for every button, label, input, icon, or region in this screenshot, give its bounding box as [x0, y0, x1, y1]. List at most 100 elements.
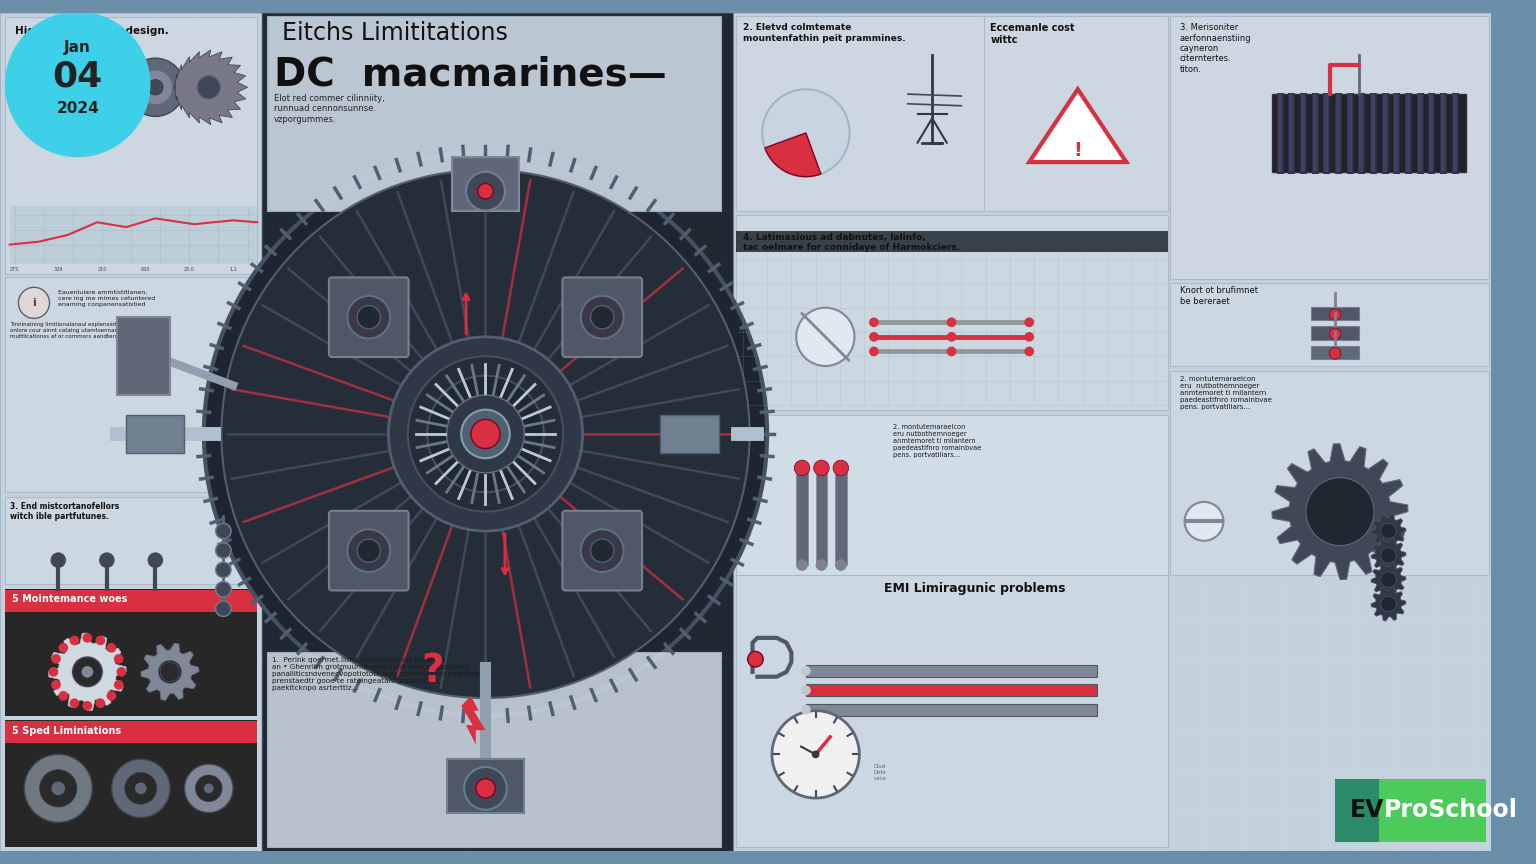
- Polygon shape: [1272, 443, 1409, 580]
- Text: Clud
Dobi
cace: Clud Dobi cace: [874, 764, 886, 781]
- Text: EV: EV: [1350, 797, 1384, 822]
- Circle shape: [869, 332, 879, 341]
- Circle shape: [184, 764, 233, 813]
- Circle shape: [5, 11, 151, 157]
- Circle shape: [106, 643, 117, 652]
- Bar: [5, 590, 258, 612]
- Circle shape: [409, 356, 564, 511]
- Bar: [1310, 307, 1359, 321]
- Circle shape: [1329, 308, 1341, 321]
- Circle shape: [69, 698, 80, 708]
- Bar: [836, 468, 846, 565]
- Circle shape: [833, 461, 849, 476]
- Circle shape: [160, 662, 180, 682]
- Circle shape: [72, 658, 101, 686]
- Circle shape: [461, 410, 510, 458]
- Circle shape: [83, 633, 92, 643]
- Text: 2. Eletvd colmtemate
mountenfathin peit prammines.: 2. Eletvd colmtemate mountenfathin peit …: [743, 23, 905, 42]
- Polygon shape: [49, 633, 126, 711]
- Text: 3. End mistcortanofellors
witch ible partfutunes.: 3. End mistcortanofellors witch ible par…: [9, 502, 118, 521]
- Text: !: !: [46, 89, 51, 102]
- Circle shape: [581, 295, 624, 339]
- Circle shape: [52, 782, 65, 795]
- Circle shape: [581, 530, 624, 572]
- Circle shape: [195, 775, 223, 802]
- Bar: [5, 497, 258, 584]
- Circle shape: [478, 183, 493, 199]
- Bar: [137, 60, 141, 113]
- Circle shape: [802, 705, 811, 715]
- Circle shape: [836, 559, 846, 571]
- Polygon shape: [1372, 538, 1405, 573]
- Circle shape: [1381, 548, 1396, 563]
- Bar: [816, 468, 828, 565]
- Circle shape: [1025, 332, 1034, 341]
- Bar: [9, 206, 258, 264]
- Bar: [5, 589, 258, 715]
- Bar: [1170, 371, 1488, 575]
- Circle shape: [106, 691, 117, 701]
- Polygon shape: [1372, 587, 1405, 621]
- Bar: [1310, 346, 1359, 359]
- Bar: [1170, 283, 1488, 366]
- Bar: [267, 16, 722, 211]
- Text: 2024: 2024: [57, 101, 98, 116]
- Circle shape: [358, 539, 381, 562]
- Circle shape: [1025, 317, 1034, 327]
- Bar: [263, 13, 733, 851]
- Circle shape: [72, 657, 103, 688]
- Text: Higher cost compl design.: Higher cost compl design.: [14, 26, 169, 36]
- Circle shape: [58, 643, 68, 652]
- Text: Jan: Jan: [65, 40, 91, 55]
- Text: 210: 210: [97, 267, 106, 272]
- Text: 4. Latimasious ad dabnutes, lalinfo,
tac oelmare for connidaye of Harmokciers.: 4. Latimasious ad dabnutes, lalinfo, tac…: [743, 233, 960, 252]
- Text: 5 Sped Liminiations: 5 Sped Liminiations: [12, 726, 121, 736]
- Bar: [983, 16, 1167, 211]
- Bar: [112, 60, 117, 113]
- Circle shape: [117, 667, 126, 677]
- Text: Elot red commer cilinniity,
runnuad cennonsunnse.
vzporgummes.: Elot red commer cilinniity, runnuad cenn…: [273, 94, 384, 124]
- Circle shape: [389, 337, 582, 531]
- Text: !: !: [1074, 141, 1083, 160]
- Text: Eauenlulare ammtistitlanen,
cere ing me mimes cetuntered
enaming conpanensatisti: Eauenlulare ammtistitlanen, cere ing me …: [58, 290, 155, 307]
- Circle shape: [358, 306, 381, 329]
- Circle shape: [126, 58, 184, 117]
- Bar: [267, 652, 722, 847]
- Text: Eitchs Limititations: Eitchs Limititations: [281, 22, 507, 45]
- Bar: [806, 704, 1097, 715]
- Circle shape: [946, 346, 957, 356]
- Circle shape: [204, 784, 214, 793]
- Bar: [0, 13, 263, 851]
- Circle shape: [1329, 328, 1341, 340]
- Circle shape: [95, 698, 106, 708]
- Circle shape: [869, 346, 879, 356]
- Circle shape: [221, 170, 750, 698]
- Circle shape: [49, 667, 58, 677]
- Circle shape: [1184, 502, 1224, 541]
- Circle shape: [135, 783, 146, 794]
- Circle shape: [590, 306, 614, 329]
- Circle shape: [347, 530, 390, 572]
- Bar: [452, 157, 519, 211]
- Circle shape: [1025, 346, 1034, 356]
- Bar: [733, 13, 1491, 851]
- Circle shape: [794, 461, 809, 476]
- Circle shape: [472, 419, 501, 448]
- Circle shape: [347, 295, 390, 339]
- Circle shape: [1329, 347, 1341, 359]
- Circle shape: [83, 701, 92, 711]
- Circle shape: [796, 559, 808, 571]
- Circle shape: [465, 172, 505, 211]
- Circle shape: [796, 308, 854, 366]
- Text: ✦: ✦: [172, 556, 186, 574]
- Circle shape: [1381, 524, 1396, 539]
- Wedge shape: [765, 133, 820, 176]
- Text: EMI Limiragunic problems: EMI Limiragunic problems: [883, 581, 1064, 594]
- Bar: [660, 415, 719, 454]
- Text: 5 Mointemance woes: 5 Mointemance woes: [12, 594, 127, 604]
- Polygon shape: [461, 696, 485, 745]
- Bar: [117, 317, 170, 395]
- Bar: [97, 60, 101, 113]
- Circle shape: [773, 711, 859, 798]
- Circle shape: [51, 654, 61, 664]
